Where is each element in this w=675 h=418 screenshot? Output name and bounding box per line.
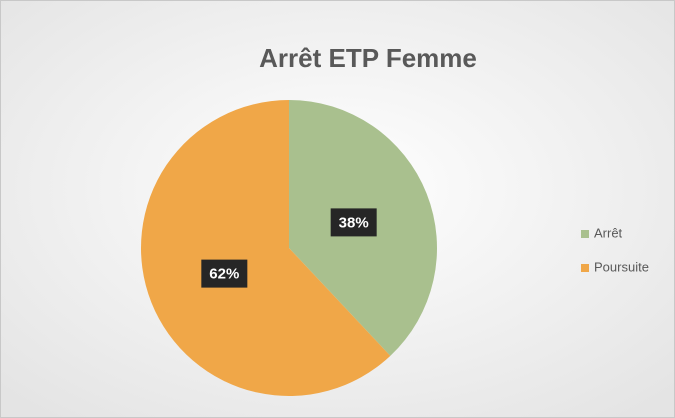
data-label: 38% xyxy=(339,214,369,231)
legend-label: Poursuite xyxy=(594,259,649,274)
pie-slice xyxy=(141,100,391,396)
data-label-box xyxy=(330,208,377,237)
chart-title: Arrêt ETP Femme xyxy=(259,43,477,73)
data-label-box xyxy=(201,259,248,288)
data-label: 62% xyxy=(209,266,239,283)
legend-label: Arrêt xyxy=(594,225,623,240)
legend-swatch xyxy=(581,264,589,272)
legend-swatch xyxy=(581,230,589,238)
